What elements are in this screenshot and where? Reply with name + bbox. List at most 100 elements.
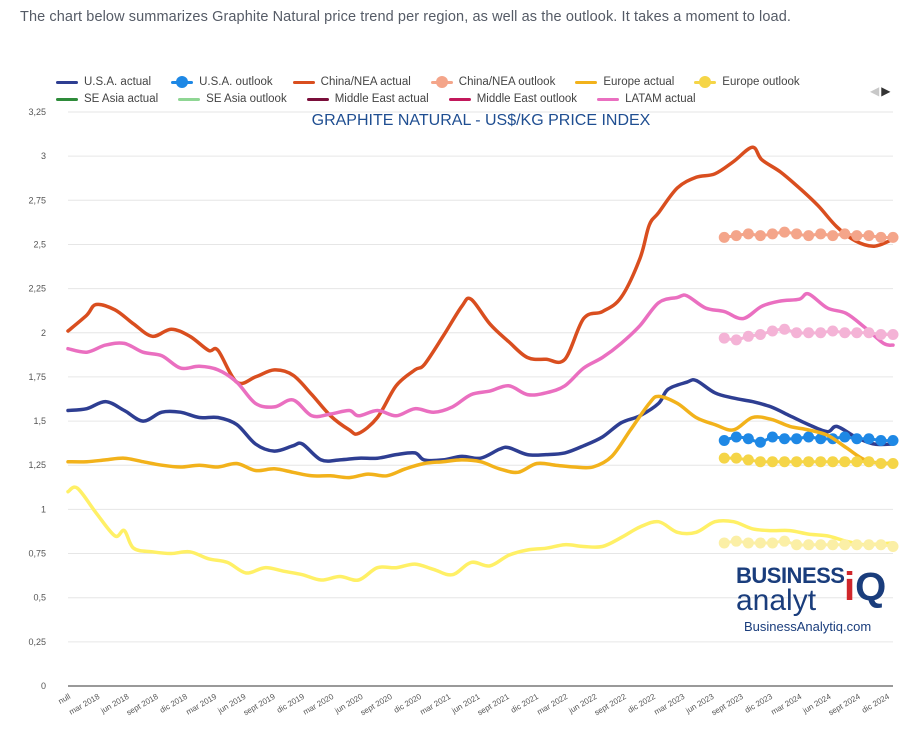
data-point-latam-outlook <box>803 327 815 339</box>
data-point-europe-outlook-3 <box>742 537 754 549</box>
legend-item[interactable]: Middle East actual <box>306 93 429 105</box>
data-point-europe-outlook-3 <box>730 535 742 547</box>
x-tick-label: mar 2020 <box>301 692 335 717</box>
data-point-u-s-a-outlook <box>875 435 887 447</box>
data-point-europe-outlook-3 <box>863 539 875 551</box>
data-point-china-nea-outlook <box>766 228 778 240</box>
legend-label: SE Asia outlook <box>206 92 287 105</box>
y-tick-label: 0,25 <box>28 637 46 647</box>
x-tick-label: mar 2022 <box>535 692 569 717</box>
x-tick-label: sept 2018 <box>125 692 160 718</box>
legend-item[interactable]: Europe actual <box>575 76 674 88</box>
x-tick-label: dic 2019 <box>275 692 306 715</box>
data-point-u-s-a-outlook <box>791 433 803 445</box>
data-point-latam-outlook <box>839 327 851 339</box>
legend-item[interactable]: LATAM actual <box>597 93 696 105</box>
series-line-europe-actual <box>66 394 895 480</box>
data-point-europe-outlook-3 <box>851 539 863 551</box>
legend-item[interactable]: U.S.A. actual <box>56 76 151 88</box>
data-point-europe-outlook <box>875 457 887 469</box>
y-tick-label: 1,75 <box>28 372 46 382</box>
legend-swatch-icon <box>292 76 315 88</box>
data-point-china-nea-outlook <box>742 228 754 240</box>
legend-pager: ◀ ▶ <box>870 84 890 98</box>
data-point-latam-outlook <box>766 325 778 337</box>
legend-label: China/NEA actual <box>320 75 411 88</box>
y-tick-label: 3,25 <box>28 107 46 117</box>
data-point-europe-outlook-3 <box>791 539 803 551</box>
legend-swatch-icon <box>56 93 78 105</box>
legend-prev-arrow-icon[interactable]: ◀ <box>870 84 880 98</box>
data-point-u-s-a-outlook <box>851 433 863 445</box>
legend-label: Europe actual <box>603 75 675 88</box>
legend-item[interactable]: China/NEA actual <box>292 75 411 88</box>
data-point-china-nea-outlook <box>815 228 827 240</box>
data-point-europe-outlook <box>742 454 754 466</box>
legend-item[interactable]: China/NEA outlook <box>430 75 556 88</box>
y-tick-label: 1,5 <box>33 416 46 426</box>
x-tick-label: dic 2021 <box>509 692 540 715</box>
x-tick-label: dic 2023 <box>743 692 774 715</box>
logo-line1: BUSINESS <box>736 563 845 588</box>
data-point-latam-outlook <box>742 330 754 342</box>
data-point-latam-outlook <box>754 329 766 341</box>
logo-url: BusinessAnalytiq.com <box>744 619 872 634</box>
data-point-europe-outlook <box>730 452 742 464</box>
data-point-europe-outlook-3 <box>754 537 766 549</box>
data-point-china-nea-outlook <box>730 230 742 242</box>
x-tick-label: mar 2019 <box>184 692 218 717</box>
y-tick-label: 2,25 <box>28 284 46 294</box>
legend-label: SE Asia actual <box>84 92 159 105</box>
data-point-china-nea-outlook <box>803 230 815 242</box>
legend-swatch-icon <box>575 76 598 88</box>
price-chart: 0 0,25 0,5 0,75 1 1,25 1,5 1,75 2 2,25 2,5 2,75 3 3,2… <box>28 107 899 718</box>
legend-swatch-icon <box>448 93 471 105</box>
legend-label: Middle East outlook <box>476 92 578 105</box>
data-point-u-s-a-outlook <box>815 433 827 445</box>
data-point-latam-outlook <box>863 327 875 339</box>
data-point-europe-outlook <box>718 452 730 464</box>
x-tick-label: mar 2024 <box>769 692 803 717</box>
data-point-china-nea-outlook <box>754 230 766 242</box>
data-point-europe-outlook-3 <box>803 539 815 551</box>
data-point-europe-outlook-3 <box>887 540 899 552</box>
y-tick-label: 3 <box>41 151 46 161</box>
x-tick-label: mar 2021 <box>418 692 452 717</box>
legend-item[interactable]: Europe outlook <box>694 75 800 88</box>
data-point-europe-outlook <box>791 456 803 468</box>
legend-label: China/NEA outlook <box>458 75 556 88</box>
data-point-europe-outlook <box>754 456 766 468</box>
data-point-u-s-a-outlook <box>803 431 815 443</box>
legend-row: SE Asia actual SE Asia outlook Middle East… <box>56 90 876 107</box>
data-point-u-s-a-outlook <box>742 433 754 445</box>
data-point-europe-outlook <box>839 456 851 468</box>
legend-item[interactable]: U.S.A. outlook <box>171 75 273 88</box>
legend-next-arrow-icon[interactable]: ▶ <box>881 84 891 98</box>
legend-item[interactable]: SE Asia outlook <box>178 93 287 105</box>
legend-item[interactable]: SE Asia actual <box>56 93 158 105</box>
logo-line2: analyt <box>736 584 817 617</box>
data-point-u-s-a-outlook <box>779 433 791 445</box>
x-tick-label: dic 2024 <box>860 692 891 715</box>
x-tick-label: sept 2020 <box>359 692 394 718</box>
data-point-europe-outlook <box>815 456 827 468</box>
x-tick-label: sept 2019 <box>242 692 277 718</box>
legend-swatch-icon <box>56 76 78 88</box>
data-point-europe-outlook-3 <box>839 539 851 551</box>
data-point-europe-outlook <box>851 456 863 468</box>
y-tick-label: 0,5 <box>33 593 46 603</box>
data-point-u-s-a-outlook <box>730 431 742 443</box>
chart-legend: U.S.A. actual U.S.A. outlook China/NEA act… <box>56 73 876 107</box>
legend-label: U.S.A. actual <box>84 75 152 88</box>
logo-iq-mark: iQ <box>844 565 887 609</box>
series-line-u-s-a-actual <box>66 378 895 463</box>
series-line-china-nea-actual <box>66 145 895 436</box>
y-tick-label: 0,75 <box>28 549 46 559</box>
data-point-europe-outlook-3 <box>718 537 730 549</box>
data-point-china-nea-outlook <box>887 231 899 243</box>
data-point-u-s-a-outlook <box>887 435 899 447</box>
y-tick-label: 2,5 <box>33 239 46 249</box>
legend-item[interactable]: Middle East outlook <box>448 92 578 105</box>
legend-label: U.S.A. outlook <box>199 75 273 88</box>
x-tick-label: sept 2021 <box>476 692 511 718</box>
